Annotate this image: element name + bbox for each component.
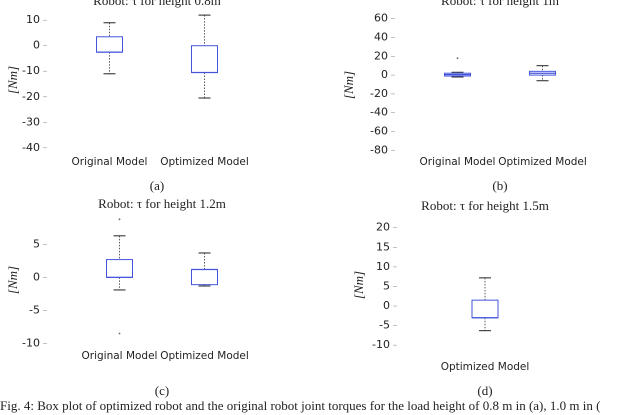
x-tick-label: Original Model [420, 156, 496, 168]
subfigure-label: (c) [155, 383, 169, 398]
box [191, 268, 218, 286]
y-tick-label: 15 [376, 240, 390, 253]
x-tick-label: Original Model [72, 156, 148, 168]
chart-title: Robot: τ for height 1m [441, 0, 559, 8]
box [471, 299, 499, 319]
subfigure-label: (a) [150, 178, 164, 193]
subfigure-label: (d) [477, 383, 492, 398]
y-tick-label: 60 [374, 12, 388, 25]
y-tick-label: 10 [376, 260, 390, 273]
y-tick-label: 20 [376, 221, 390, 234]
chart-title: Robot: τ for height 1.5m [421, 198, 549, 213]
x-tick-label: Optimized Model [441, 361, 530, 373]
y-tick-label: 0 [383, 299, 390, 312]
x-tick-label: Optimized Model [160, 350, 249, 362]
y-tick-label: 0 [33, 270, 40, 283]
y-tick-label: -10 [22, 336, 40, 349]
chart-title: Robot: τ for height 1.2m [98, 196, 226, 211]
y-tick-label: -60 [370, 125, 388, 138]
y-tick-label: -20 [370, 87, 388, 100]
outlier [118, 332, 121, 335]
y-tick-label: 10 [26, 13, 40, 26]
box [96, 36, 123, 53]
box [106, 259, 133, 278]
y-axis-label: [Nm] [351, 271, 366, 299]
y-tick-label: -20 [22, 90, 40, 103]
y-tick-label: -10 [372, 338, 390, 351]
y-tick-label: 5 [33, 237, 40, 250]
outlier [118, 218, 121, 221]
subfigure-label: (b) [492, 178, 507, 193]
y-axis-label: [Nm] [5, 266, 20, 294]
y-tick-label: -30 [22, 115, 40, 128]
y-axis-label: [Nm] [341, 71, 356, 99]
x-tick-label: Optimized Model [160, 156, 249, 168]
caption: Fig. 4: Box plot of optimized robot and … [0, 398, 600, 413]
y-tick-label: 5 [383, 279, 390, 292]
y-axis-label: [Nm] [5, 66, 20, 94]
y-tick-label: -5 [379, 319, 390, 332]
outlier [456, 57, 459, 60]
y-tick-label: -10 [22, 64, 40, 77]
x-tick-label: Original Model [82, 350, 158, 362]
y-tick-label: -40 [370, 106, 388, 119]
y-tick-label: -80 [370, 143, 388, 156]
box [191, 45, 218, 74]
y-tick-label: 0 [33, 39, 40, 52]
y-tick-label: 20 [374, 49, 388, 62]
y-tick-label: -5 [29, 303, 40, 316]
y-tick-label: -40 [22, 141, 40, 154]
chart-title: Robot: τ for height 0.8m [93, 0, 221, 8]
y-tick-label: 0 [381, 68, 388, 81]
x-tick-label: Optimized Model [498, 156, 587, 168]
y-tick-label: 40 [374, 31, 388, 44]
